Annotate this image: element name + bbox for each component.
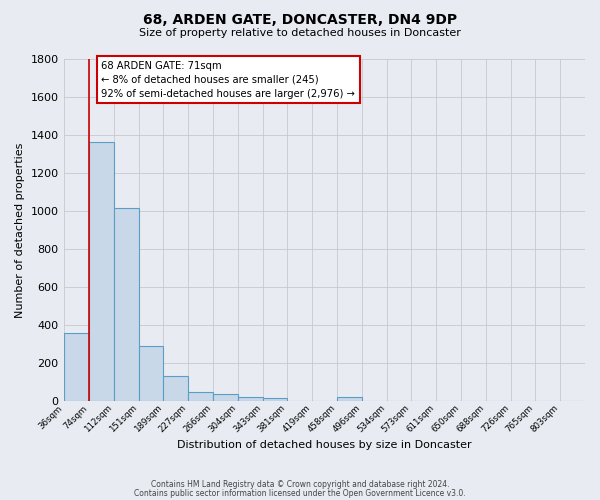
Bar: [64, 334, 89, 400]
Bar: [89, 142, 114, 400]
Y-axis label: Number of detached properties: Number of detached properties: [15, 142, 25, 318]
Text: Contains HM Land Registry data © Crown copyright and database right 2024.: Contains HM Land Registry data © Crown c…: [151, 480, 449, 489]
X-axis label: Distribution of detached houses by size in Doncaster: Distribution of detached houses by size …: [178, 440, 472, 450]
Text: 68, ARDEN GATE, DONCASTER, DN4 9DP: 68, ARDEN GATE, DONCASTER, DN4 9DP: [143, 12, 457, 26]
Bar: [263, 398, 287, 400]
Text: Contains public sector information licensed under the Open Government Licence v3: Contains public sector information licen…: [134, 488, 466, 498]
Text: 68 ARDEN GATE: 71sqm
← 8% of detached houses are smaller (245)
92% of semi-detac: 68 ARDEN GATE: 71sqm ← 8% of detached ho…: [101, 61, 355, 99]
Bar: [139, 346, 163, 401]
Bar: [114, 208, 139, 400]
Bar: [238, 397, 263, 400]
Bar: [163, 376, 188, 400]
Bar: [188, 392, 213, 400]
Bar: [213, 394, 238, 400]
Text: Size of property relative to detached houses in Doncaster: Size of property relative to detached ho…: [139, 28, 461, 38]
Bar: [337, 397, 362, 400]
